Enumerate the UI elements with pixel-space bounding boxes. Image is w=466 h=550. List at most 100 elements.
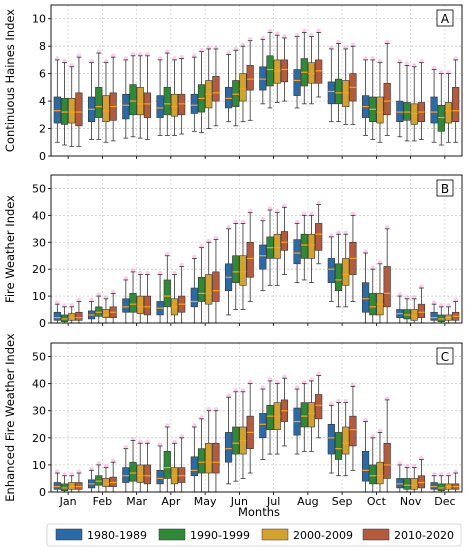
box-body [143,295,152,316]
box-body [205,442,213,474]
box-1980-1989-Dec [430,65,438,143]
box-2000-2009-May [205,238,213,324]
box-2000-2009-Aug [307,32,316,105]
box-2010-2020-Oct [383,39,391,136]
box-1990-1999-Aug [300,28,308,105]
legend: 1980-1989 1990-1999 2000-2009 2010-2020 [46,523,462,547]
x-axis-label: Months [238,505,280,519]
box-2010-2020-Nov [417,58,426,140]
box-2010-2020-Sep [349,42,357,125]
box-body [280,59,289,83]
box-2010-2020-Mar [143,270,152,324]
legend-label: 1980-1989 [87,529,147,542]
legend-swatch [158,528,186,541]
box-body [342,80,350,107]
y-tick-label: 0 [39,150,46,163]
box-body [369,293,377,316]
outlier-marker [138,270,143,276]
box-body [53,96,61,124]
y-tick-label: 6 [39,68,46,81]
y-axis-label: Continuous Haines Index [3,9,17,152]
box-2010-2020-Aug [315,28,323,98]
y-tick-label: 10 [32,459,46,472]
box-1980-1989-Mar [122,56,130,139]
box-2000-2009-Feb [102,58,110,143]
box-2010-2020-Jan [75,469,83,493]
box-body [68,313,76,321]
outlier-marker [179,262,184,268]
box-body [190,93,198,114]
box-body [178,467,186,483]
outlier-marker [282,374,287,379]
box-body [60,314,69,322]
outlier-marker [397,292,403,297]
box-body [327,258,335,283]
outlier-marker [55,469,60,474]
box-body [300,233,308,259]
y-tick-label: 10 [32,290,46,303]
box-body [266,55,274,87]
box-body [190,456,198,477]
box-2000-2009-Jul [273,208,281,286]
box-1990-1999-Jan [60,303,69,324]
box-2010-2020-Aug [315,200,323,265]
y-axis-label: Fire Weather Index [3,195,17,303]
plot-area [51,5,462,156]
outlier-marker [439,303,444,308]
box-body [246,65,254,91]
outlier-marker [89,466,94,472]
box-body [102,478,110,487]
box-1980-1989-Apr [156,56,164,136]
outlier-marker [179,434,184,439]
box-2010-2020-Apr [178,54,186,135]
panel-tag: C [441,350,449,364]
y-tick-label: 30 [32,405,46,418]
box-body [163,451,171,479]
outlier-marker [316,371,321,377]
box-2010-2020-Dec [452,56,460,143]
box-body [273,59,281,84]
outlier-marker [62,303,67,308]
outlier-marker [240,388,246,393]
box-2010-2020-May [212,45,220,127]
outlier-marker [76,297,82,303]
box-2000-2009-Nov [410,63,418,142]
outlier-marker [89,297,94,303]
outlier-marker [62,472,67,477]
box-body [197,276,206,302]
box-2010-2020-Jul [280,203,289,275]
outlier-marker [397,461,403,466]
y-tick-label: 30 [32,236,46,249]
box-body [60,98,69,125]
box-1990-1999-Nov [403,61,411,142]
box-body [259,413,267,439]
box-1990-1999-Jun [232,219,240,310]
box-body [170,93,179,117]
box-2000-2009-Mar [136,270,144,324]
box-2010-2020-Jul [280,34,289,102]
box-body [327,423,335,455]
plot-frame [50,4,463,157]
box-1990-1999-Jan [60,58,69,146]
outlier-marker [110,289,116,295]
box-body [53,311,61,321]
box-2010-2020-Jul [280,374,289,447]
x-tick-label: May [194,495,217,508]
outlier-marker [419,284,424,289]
box-body [143,92,152,118]
outlier-marker [329,401,334,407]
box-1990-1999-Jun [232,46,240,127]
outlier-marker [157,270,163,276]
outlier-marker [446,303,451,308]
box-2010-2020-Feb [109,458,117,493]
panel-b: 0 10 20 30 40 50 Fire Weather Index B [3,174,463,330]
box-1980-1989-Apr [156,270,164,324]
outlier-marker [329,233,334,238]
box-2000-2009-Jun [239,42,247,123]
box-body [259,244,267,270]
box-2000-2009-Aug [307,211,316,284]
outlier-marker [302,379,307,385]
box-2010-2020-Aug [315,371,323,439]
box-2000-2009-Jan [68,472,76,493]
